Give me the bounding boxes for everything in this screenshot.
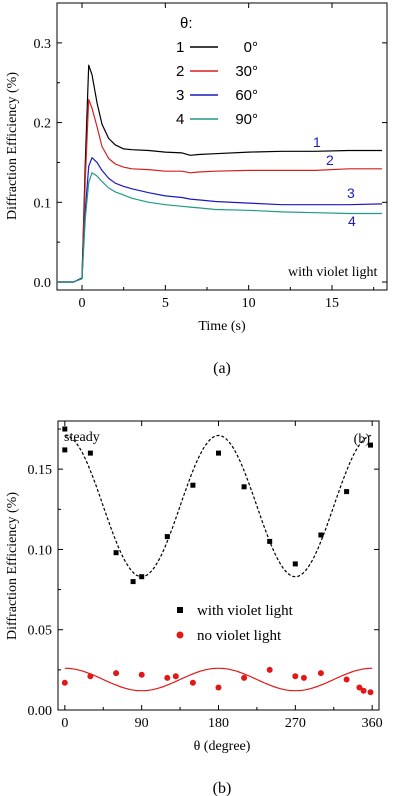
legend-label-b: with violet light	[197, 603, 294, 619]
data-point-circle	[367, 689, 374, 696]
series-lines-a	[57, 64, 383, 283]
data-point-circle	[164, 674, 171, 681]
data-point-square	[139, 574, 145, 580]
panel-label-b: (b)	[354, 432, 371, 447]
data-point-square	[292, 561, 298, 567]
data-point-square	[130, 579, 136, 585]
curve-label-3: 3	[347, 185, 355, 201]
data-point-circle	[61, 679, 68, 686]
x-tick-label-a: 15	[325, 296, 339, 311]
y-tick-label-b: 0.10	[28, 543, 53, 558]
data-point-circle	[356, 684, 363, 691]
data-point-circle	[241, 674, 248, 681]
series-line-3	[57, 157, 383, 283]
x-tick-label-b: 270	[285, 716, 306, 731]
y-tick-label-a: 0.2	[34, 117, 52, 132]
data-point-circle	[138, 671, 145, 678]
legend-b: with violet light no violet light	[176, 603, 294, 644]
x-tick-label-b: 0	[61, 716, 68, 731]
data-point-circle	[266, 666, 273, 673]
legend-label-3: 60°	[235, 87, 258, 104]
legend-number-4: 4	[176, 111, 184, 128]
plot-frame-b	[57, 420, 380, 711]
data-point-square	[113, 550, 119, 556]
caption-b: (b)	[213, 780, 232, 796]
legend-label-4: 90°	[235, 111, 258, 128]
y-tick-label-a: 0.3	[34, 37, 52, 52]
x-axis-label-a: Time (s)	[198, 319, 246, 334]
data-point-square	[164, 534, 170, 540]
legend-label-2: 30°	[235, 63, 258, 80]
y-tick-label-a: 0.1	[34, 196, 52, 211]
data-point-square	[190, 482, 196, 488]
data-point-square	[344, 489, 350, 495]
curve-label-1: 1	[313, 134, 321, 150]
y-tick-label-b: 0.15	[28, 463, 53, 478]
y-axis-label-a: Diffraction Efficiency (%)	[5, 72, 20, 220]
series-line-4	[57, 172, 382, 283]
legend-marker-square	[177, 607, 183, 613]
legend-marker-circle	[176, 631, 184, 639]
data-point-square	[318, 532, 324, 538]
data-point-circle	[215, 684, 222, 691]
data-point-circle	[113, 670, 120, 677]
legend-number-1: 1	[176, 39, 184, 56]
data-point-circle	[292, 673, 299, 680]
data-point-circle	[87, 673, 94, 680]
data-point-square	[368, 442, 373, 448]
legend-label-b: no violet light	[197, 628, 282, 644]
data-point-circle	[343, 676, 350, 683]
data-point-circle	[189, 679, 196, 686]
data-point-square	[87, 450, 93, 456]
data-point-circle	[317, 670, 324, 677]
legend-label-1: 0°	[244, 39, 258, 56]
data-points-b	[61, 426, 374, 696]
fit-curve-2	[64, 667, 373, 692]
curve-labels-a: 12 3 4	[313, 134, 356, 229]
data-point-circle	[360, 687, 367, 694]
axes-a: 0 5 10 15 0.0 0.1 0.2 0.3	[34, 3, 387, 311]
x-tick-label-b: 360	[362, 716, 383, 731]
y-tick-label-a: 0.0	[34, 276, 52, 291]
annotation-a: with violet light	[288, 265, 378, 280]
data-point-circle	[172, 673, 179, 680]
annotation-b: steady	[64, 430, 100, 445]
x-tick-label-b: 90	[135, 716, 149, 731]
chart-b: 0 90 180 270 360 0.00 0.05 0.10 0.15 Diffraction…	[5, 420, 383, 754]
legend-title-a: θ:	[180, 15, 193, 32]
caption-a: (a)	[213, 360, 231, 377]
legend-a: θ: 1 0° 2 30° 3 60° 4 90°	[176, 15, 258, 128]
data-point-square	[267, 538, 273, 544]
data-point-square	[241, 484, 247, 490]
data-point-square	[62, 447, 68, 453]
x-tick-label-b: 180	[208, 716, 229, 731]
data-point-circle	[300, 674, 307, 681]
y-axis-label-b: Diffraction Efficiency (%)	[5, 492, 20, 640]
data-point-square	[216, 450, 221, 456]
chart-a: 0 5 10 15 0.0 0.1 0.2 0.3 Diffraction Efficienc…	[5, 2, 388, 334]
legend-number-2: 2	[176, 63, 184, 80]
x-tick-label-a: 0	[79, 296, 86, 311]
curve-label-4: 4	[348, 213, 356, 229]
x-axis-label-b: θ (degree)	[194, 739, 251, 754]
plot-frame-a	[56, 2, 388, 291]
curve-label-2: 2	[326, 152, 334, 168]
axes-b: 0 90 180 270 360 0.00 0.05 0.10 0.15	[28, 421, 383, 731]
series-line-2	[57, 98, 382, 283]
y-tick-label-b: 0.05	[28, 624, 53, 639]
series-line-1	[57, 64, 382, 283]
legend-number-3: 3	[176, 87, 184, 104]
fit-curves-b	[64, 434, 373, 692]
x-tick-label-a: 5	[162, 296, 169, 311]
data-point-square	[62, 426, 68, 432]
fit-curve-1	[64, 434, 373, 578]
y-tick-label-b: 0.00	[28, 704, 53, 719]
x-tick-label-a: 10	[242, 296, 256, 311]
